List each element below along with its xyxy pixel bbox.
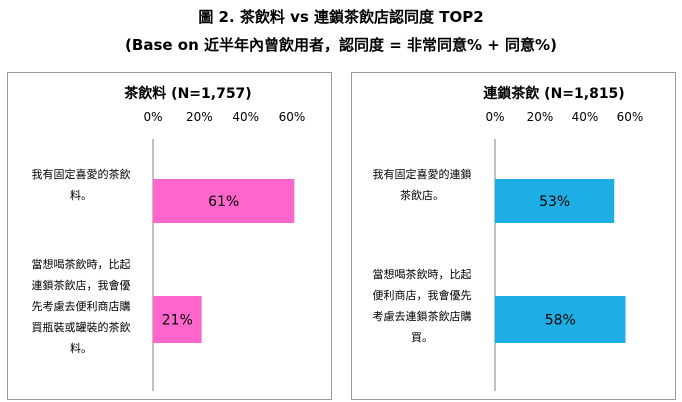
chart-title: 連鎖茶飲 (N=1,815) (483, 85, 624, 102)
category-label-line: 我有固定喜愛的茶飲 (32, 167, 131, 181)
bar (495, 296, 626, 343)
chart-panel-tea-drinks: 茶飲料 (N=1,757) 0% 20% 40% 60% 61% 我有固定喜愛的茶飲 料。 21… (7, 72, 332, 400)
category-label-line: 考慮去連鎖茶飲店購 (373, 309, 472, 323)
category-label-line: 便利商店，我會優先 (373, 288, 472, 302)
category-label-line: 買。 (411, 331, 433, 344)
category-label-line: 料。 (70, 188, 92, 202)
x-tick-label: 20% (527, 110, 554, 124)
category-label-line: 連鎖茶飲店，我會優 (32, 278, 131, 292)
chart-panel-chain-tea-shops: 連鎖茶飲 (N=1,815) 0% 20% 40% 60% 53% 我有固定喜愛的連鎖 茶飲店… (351, 72, 676, 400)
category-label-line: 買瓶裝或罐裝的茶飲 (32, 320, 131, 334)
bar (153, 296, 202, 343)
x-tick-label: 0% (143, 110, 162, 124)
x-tick-label: 60% (279, 110, 306, 124)
bar-chart-chain-tea-shops: 連鎖茶飲 (N=1,815) 0% 20% 40% 60% 53% 我有固定喜愛的連鎖茶飲店… (373, 85, 644, 391)
x-tick-label: 20% (186, 110, 213, 124)
data-label: 58% (545, 313, 576, 329)
bar (495, 179, 615, 223)
category-label-line: 當想喝茶飲時，比起 (32, 257, 131, 271)
bar (153, 179, 295, 223)
data-label: 53% (539, 194, 570, 210)
category-label-line: 當想喝茶飲時，比起 (373, 267, 472, 281)
x-tick-label: 60% (617, 110, 644, 124)
category-label-line: 我有固定喜愛的連鎖 (373, 167, 472, 181)
category-label-line: 料。 (70, 341, 92, 355)
page-subtitle: (Base on 近半年內曾飲用者，認同度 = 非常同意% + 同意%) (125, 36, 557, 54)
data-label: 21% (162, 313, 193, 329)
page-title: 圖 2. 茶飲料 vs 連鎖茶飲店認同度 TOP2 (198, 8, 484, 26)
category-label-line: 茶飲店。 (400, 188, 444, 202)
x-tick-label: 0% (485, 110, 504, 124)
category-label-line: 先考慮去便利商店購 (32, 299, 131, 313)
chart-title: 茶飲料 (N=1,757) (123, 85, 251, 102)
data-label: 61% (208, 194, 239, 210)
x-tick-label: 40% (232, 110, 259, 124)
x-tick-label: 40% (572, 110, 599, 124)
